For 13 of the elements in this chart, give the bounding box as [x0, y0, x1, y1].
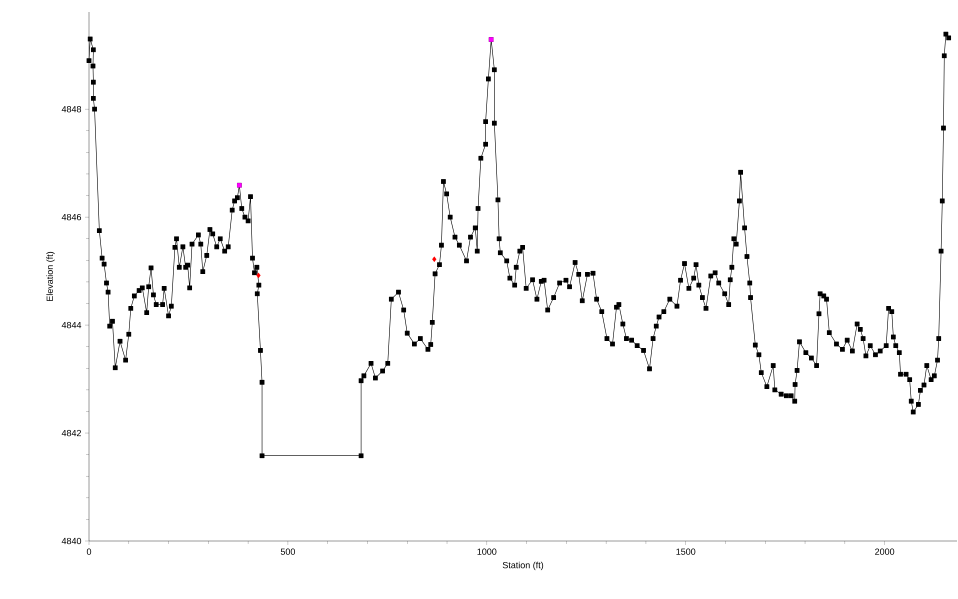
y-tick-label: 4846 [62, 214, 82, 220]
x-tick-label: 1000 [478, 548, 496, 555]
y-tick-label: 4848 [62, 106, 82, 112]
x-axis-title: Station (ft) [502, 562, 544, 570]
x-tick-label: 2000 [875, 548, 894, 555]
x-tick-label: 0 [86, 548, 92, 555]
y-tick-label: 4844 [62, 322, 82, 328]
x-tick-label: 500 [280, 548, 296, 555]
y-tick-label: 4842 [62, 430, 82, 436]
y-axis-title: Elevation (ft) [46, 252, 55, 301]
y-tick-label: 4840 [62, 538, 82, 544]
point [256, 272, 261, 278]
x-tick-label: 1500 [676, 548, 696, 555]
